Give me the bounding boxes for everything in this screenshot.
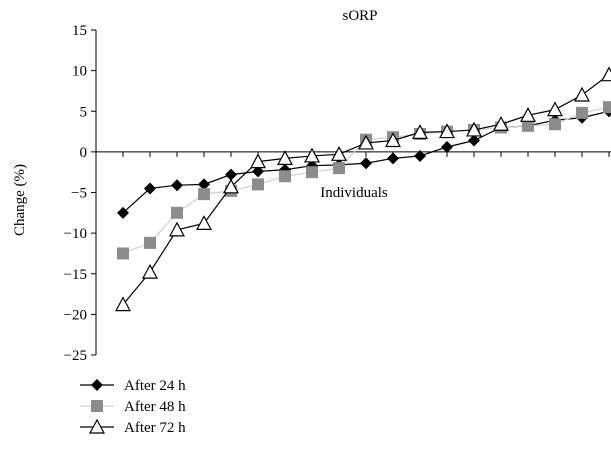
data-point (387, 152, 399, 164)
y-tick-label: 0 (80, 145, 88, 161)
data-point (198, 188, 210, 200)
legend-item: After 72 h (80, 420, 186, 436)
data-point (117, 247, 129, 259)
data-point (548, 103, 562, 116)
y-tick-label: −25 (64, 348, 87, 364)
series-3 (116, 43, 611, 310)
data-point (360, 157, 372, 169)
data-point (170, 223, 184, 236)
data-point (252, 178, 264, 190)
data-point (144, 237, 156, 249)
data-point (197, 216, 211, 229)
data-point (576, 107, 588, 119)
y-tick-label: −10 (64, 226, 87, 242)
y-tick-label: −5 (71, 186, 87, 202)
x-axis-label: Individuals (320, 185, 388, 201)
legend-marker (91, 379, 103, 391)
data-point (143, 265, 157, 278)
data-point (603, 101, 611, 113)
data-point (333, 162, 345, 174)
series-2 (117, 77, 611, 260)
chart-title: sORP (342, 8, 377, 24)
data-point (602, 68, 611, 81)
series-line (123, 50, 611, 304)
legend-label: After 24 h (124, 378, 186, 394)
data-point (171, 179, 183, 191)
data-point (575, 88, 589, 101)
data-point (332, 147, 346, 160)
series-layer (116, 43, 611, 310)
data-point (306, 166, 318, 178)
y-tick-label: −15 (64, 267, 87, 283)
y-tick-label: −20 (64, 307, 87, 323)
data-point (549, 118, 561, 130)
legend: After 24 h After 48 h After 72 h (80, 378, 186, 436)
legend-label: After 48 h (124, 399, 186, 415)
y-tick-label: 5 (80, 104, 88, 120)
legend-marker (91, 400, 103, 412)
y-tick-label: 10 (72, 64, 87, 80)
y-axis-label: Change (%) (12, 164, 28, 236)
data-point (171, 207, 183, 219)
legend-item: After 48 h (80, 399, 186, 415)
legend-item: After 24 h (80, 378, 186, 394)
y-tick-label: 15 (72, 23, 87, 39)
x-ticks (123, 152, 609, 157)
data-point (441, 141, 453, 153)
legend-label: After 72 h (124, 420, 186, 436)
y-ticks: 15 10 5 0 −5 −10 −15 −20 −25 (64, 23, 96, 364)
data-point (279, 170, 291, 182)
